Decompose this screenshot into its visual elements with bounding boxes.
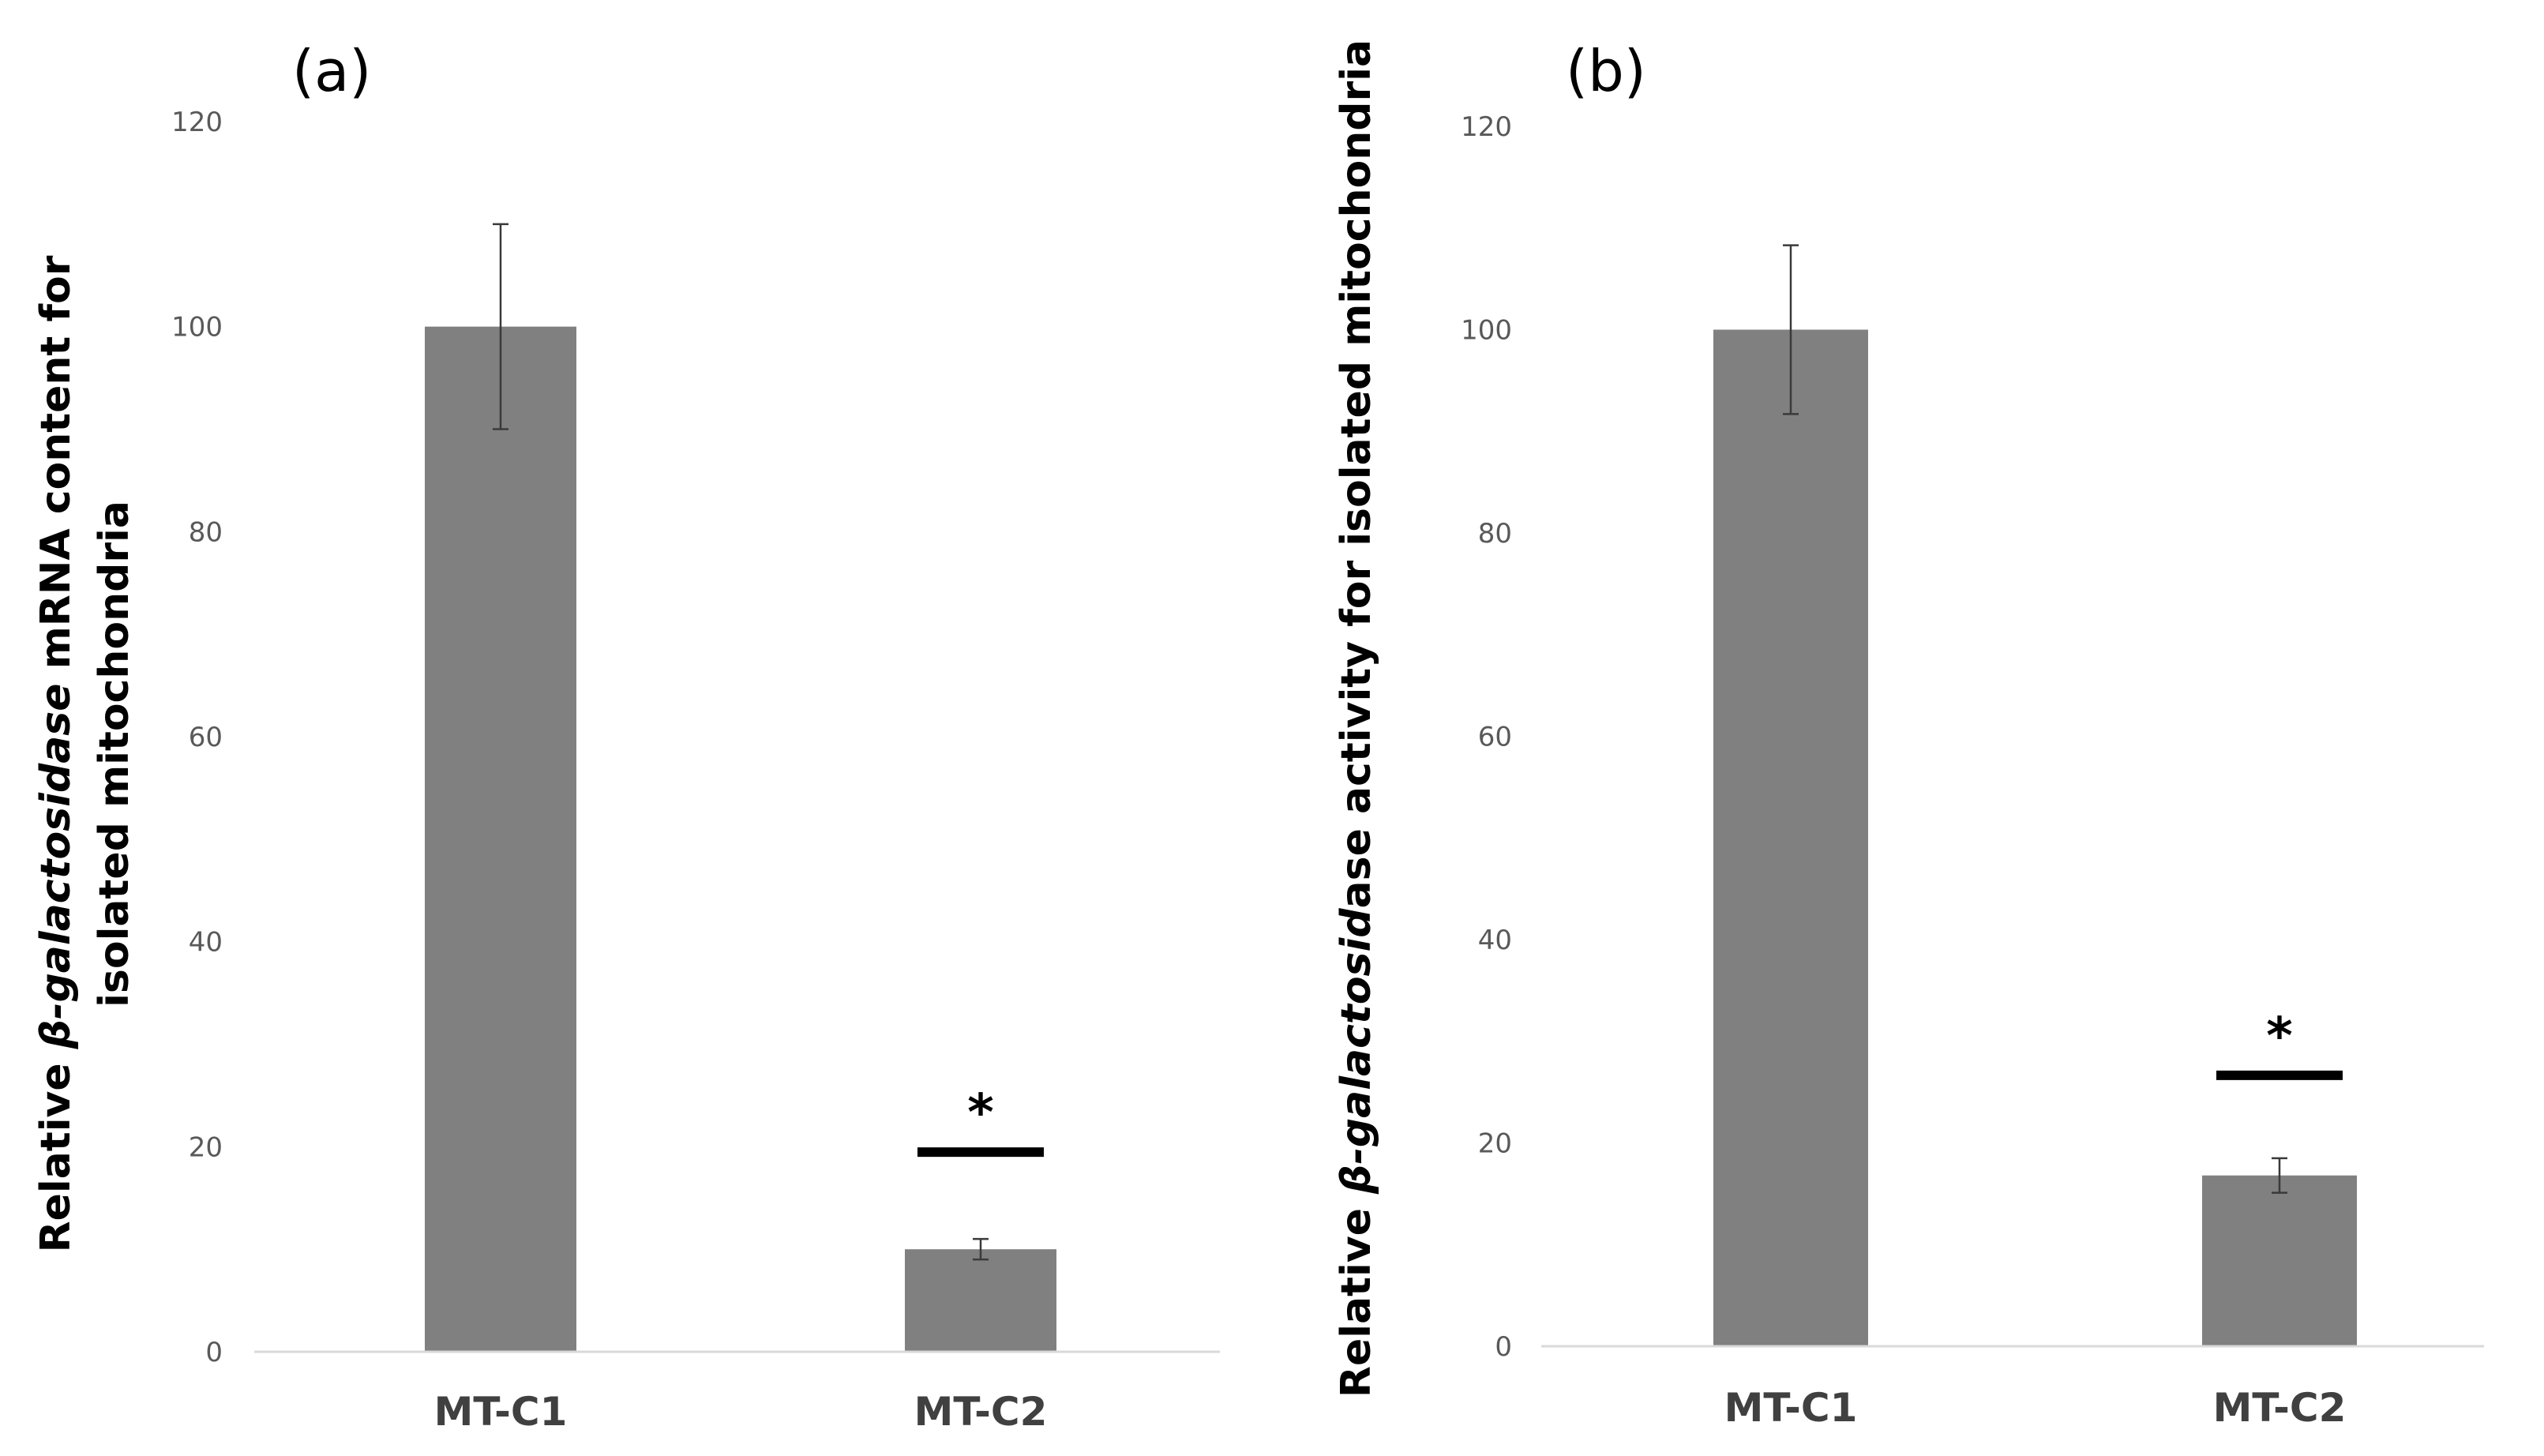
panel-a-error-bar-mt-c2: [973, 1237, 989, 1261]
panel-a-y-tick-label: 0: [205, 1337, 223, 1368]
panel-a-y-tick-label: 120: [171, 107, 223, 138]
panel-b-category-labels: MT-C1 MT-C2: [1724, 1385, 2347, 1431]
panel-a-y-tick-label: 60: [189, 722, 223, 753]
panel-b-y-tick-label: 20: [1478, 1128, 1512, 1160]
panel-b-bar-mt-c2: [2202, 1175, 2357, 1346]
panel-b-y-title-italic: β-galactosid: [1333, 908, 1380, 1195]
panel-a-bars: [425, 326, 1056, 1353]
panel-b-y-ticks: 0 20 40 60 80 100 120: [1461, 111, 1512, 1363]
panel-b-bars: [1713, 329, 2357, 1346]
panel-a-y-tick-label: 20: [189, 1131, 223, 1163]
panel-a-category-label: MT-C2: [914, 1389, 1048, 1435]
panel-a-y-ticks: 0 20 40 60 80 100 120: [171, 107, 223, 1368]
panel-b-category-label: MT-C1: [1724, 1385, 1858, 1431]
panel-b-y-tick-label: 0: [1495, 1331, 1512, 1363]
panel-b-y-tick-label: 80: [1478, 518, 1512, 550]
panel-b-significance-star: *: [2266, 1008, 2292, 1066]
panel-a-category-labels: MT-C1 MT-C2: [434, 1389, 1048, 1435]
panel-b-error-bar-mt-c2: [2272, 1157, 2287, 1194]
panel-a-label: (a): [292, 38, 371, 104]
panel-a-bar-mt-c2: [905, 1249, 1056, 1352]
panel-a-y-tick-label: 40: [189, 927, 223, 959]
panel-b-y-title-part3: ase activity for isolated mitochondria: [1333, 39, 1380, 909]
panel-a-y-axis-title: Relative β-galactosidase mRNA content fo…: [32, 255, 80, 1252]
panel-b-y-tick-label: 40: [1478, 925, 1512, 956]
chart-panel-a: (a) Relative β-galactosidase mRNA conten…: [32, 38, 1220, 1435]
panel-a-y-title-italic: β-galactosidase: [32, 683, 80, 1049]
panel-b-error-bar-mt-c1: [1783, 244, 1799, 415]
panel-b-y-tick-label: 60: [1478, 722, 1512, 753]
panel-a-error-bar-mt-c1: [493, 223, 508, 430]
panel-a-category-label: MT-C1: [434, 1389, 568, 1435]
panel-b-label: (b): [1566, 38, 1646, 104]
panel-b-significance: *: [2216, 1008, 2343, 1080]
panel-b-y-tick-label: 100: [1461, 315, 1512, 347]
panel-a-y-title-part1: Relative: [32, 1049, 80, 1252]
panel-b-category-label: MT-C2: [2213, 1385, 2347, 1431]
panel-b-error-bars: [1783, 244, 2287, 1194]
panel-a-y-axis-title-line2: isolated mitochondria: [91, 501, 138, 1008]
panel-a-error-bars: [493, 223, 989, 1261]
panel-a-y-tick-label: 80: [189, 516, 223, 548]
panel-a-significance: *: [917, 1084, 1044, 1158]
panel-a-bar-mt-c1: [425, 326, 576, 1353]
panel-a-y-tick-label: 100: [171, 312, 223, 343]
panel-a-y-title-part3: mRNA content for: [32, 255, 80, 683]
panel-a-significance-star: *: [967, 1084, 993, 1143]
panel-b-y-title-part1: Relative: [1333, 1194, 1380, 1398]
panel-b-bar-mt-c1: [1713, 329, 1868, 1346]
panel-b-y-axis-title: Relative β-galactosidase activity for is…: [1333, 39, 1380, 1398]
panel-b-y-tick-label: 120: [1461, 111, 1512, 143]
chart-panel-b: (b) Relative β-galactosidase activity fo…: [1333, 38, 2484, 1431]
